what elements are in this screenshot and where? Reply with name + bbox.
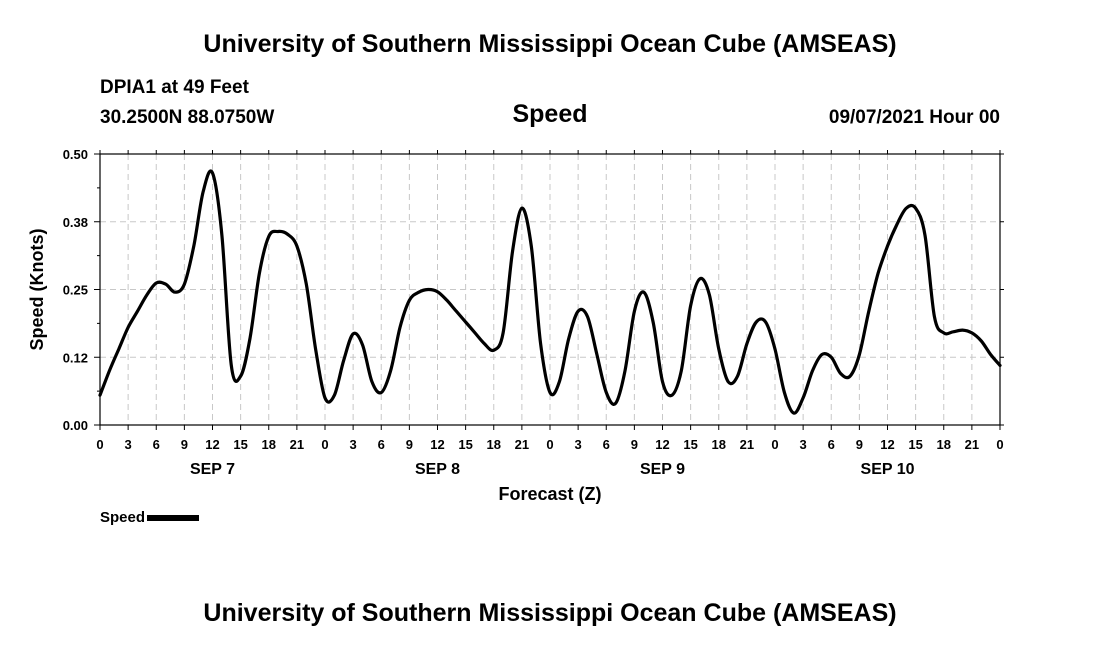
- x-tick-label: 9: [631, 437, 638, 452]
- x-day-label: SEP 8: [415, 461, 460, 478]
- x-tick-label: 6: [603, 437, 610, 452]
- x-tick-label: 0: [771, 437, 778, 452]
- x-tick-label: 21: [965, 437, 979, 452]
- x-tick-label: 0: [96, 437, 103, 452]
- x-tick-label: 3: [350, 437, 357, 452]
- x-tick-label: 3: [800, 437, 807, 452]
- x-tick-label: 18: [487, 437, 501, 452]
- series-layer: [98, 169, 1002, 415]
- x-day-label: SEP 9: [640, 461, 685, 478]
- chart-legend: Speed: [100, 509, 200, 526]
- y-axis-title: Speed (Knots): [27, 228, 47, 350]
- x-tick-label: 6: [153, 437, 160, 452]
- x-axis-title: Forecast (Z): [498, 484, 601, 504]
- y-tick-label: 0.12: [63, 350, 88, 365]
- x-tick-label: 21: [515, 437, 529, 452]
- x-tick-label: 18: [262, 437, 276, 452]
- axis-labels: 0 3 6 9 12 15 18 21 0 3 6 9 12 15 18 21 0 3 6 9 12 15 18 21 0 3 6 9…: [27, 147, 1004, 504]
- grid-lines: [100, 154, 1000, 425]
- y-tick-label: 0.25: [63, 283, 88, 298]
- x-tick-label: 3: [575, 437, 582, 452]
- x-tick-label: 21: [290, 437, 304, 452]
- footer-title: University of Southern Mississippi Ocean…: [203, 599, 897, 627]
- x-tick-label: 6: [378, 437, 385, 452]
- y-tick-label: 0.50: [63, 147, 88, 162]
- x-tick-label: 9: [406, 437, 413, 452]
- x-tick-label: 12: [430, 437, 444, 452]
- x-tick-label: 9: [181, 437, 188, 452]
- x-tick-label: 15: [683, 437, 697, 452]
- legend-label: Speed: [100, 509, 146, 526]
- x-tick-label: 6: [828, 437, 835, 452]
- x-tick-label: 12: [880, 437, 894, 452]
- station-label: DPIA1 at 49 Feet: [100, 77, 249, 98]
- series-line-speed: [98, 169, 1002, 415]
- x-tick-label: 0: [321, 437, 328, 452]
- x-tick-label: 3: [125, 437, 132, 452]
- plot-frame: [99, 153, 1001, 426]
- x-tick-label: 21: [740, 437, 754, 452]
- x-day-label: SEP 7: [190, 461, 235, 478]
- x-tick-label: 15: [908, 437, 922, 452]
- legend-swatch: [147, 515, 200, 522]
- x-tick-label: 18: [712, 437, 726, 452]
- x-tick-label: 0: [546, 437, 553, 452]
- forecast-date-label: 09/07/2021 Hour 00: [828, 107, 1000, 128]
- x-tick-label: 18: [937, 437, 951, 452]
- chart-axes: [94, 150, 1004, 430]
- y-tick-label: 0.38: [63, 215, 88, 230]
- coordinates-label: 30.2500N 88.0750W: [100, 107, 275, 128]
- chart-title: Speed: [512, 100, 588, 128]
- x-tick-label: 9: [856, 437, 863, 452]
- x-tick-label: 12: [655, 437, 669, 452]
- y-tick-label: 0.00: [63, 418, 88, 433]
- x-tick-label: 0: [996, 437, 1003, 452]
- x-day-label: SEP 10: [861, 461, 915, 478]
- x-tick-label: 15: [458, 437, 472, 452]
- x-tick-label: 12: [205, 437, 219, 452]
- page-title: University of Southern Mississippi Ocean…: [203, 30, 897, 58]
- x-tick-label: 15: [233, 437, 247, 452]
